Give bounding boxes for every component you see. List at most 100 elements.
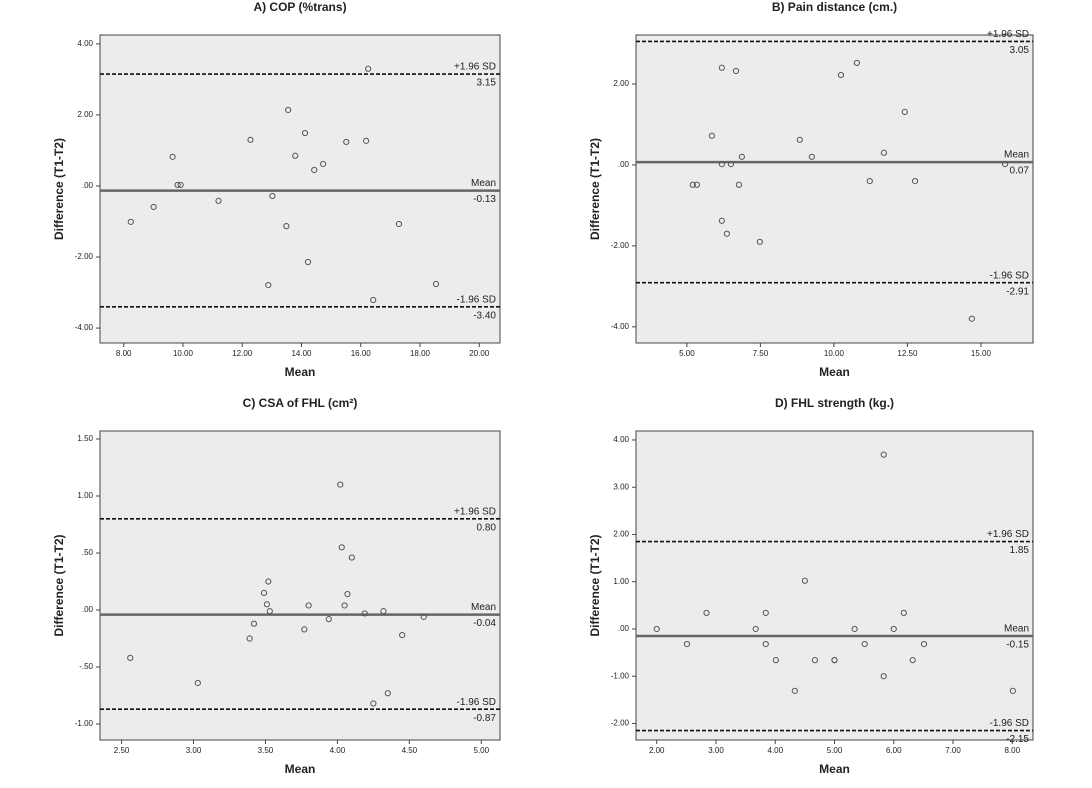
line-value: 0.80 [477,522,497,533]
line-name: Mean [471,178,496,189]
line-name: +1.96 SD [987,29,1029,40]
point [127,654,134,662]
line-value: -3.40 [473,310,496,321]
line-value: -2.91 [1006,286,1029,297]
y-tick-label: 1.50 [77,434,93,443]
x-tick-label: 10.00 [173,349,194,358]
y-tick-label: .00 [618,160,630,169]
point [718,64,725,71]
point [723,230,730,237]
point [683,640,691,648]
line-value: -0.87 [473,713,496,724]
point [265,281,272,289]
plot-area [635,430,1034,741]
y-tick-label: .00 [618,624,630,633]
x-tick-label: 16.00 [351,349,372,358]
point [174,181,181,189]
point [801,577,808,584]
point [653,625,660,633]
line-value: 0.07 [1010,166,1030,177]
y-tick-label: -2.00 [75,252,94,261]
point [689,181,696,188]
point [150,203,157,211]
x-tick-label: 4.00 [330,746,346,755]
y-tick-label: 1.00 [613,577,629,586]
chart-title: D) FHL strength (kg.) [775,396,894,410]
x-tick-label: 18.00 [410,349,431,358]
point [247,136,254,143]
point [265,578,272,585]
x-tick-label: 3.50 [258,746,274,755]
point [880,149,888,156]
y-tick-label: .00 [82,181,94,190]
x-tick-label: 5.00 [679,349,695,358]
x-tick-label: 8.00 [116,349,132,358]
point [301,129,309,137]
point [420,613,427,620]
x-tick-label: 3.00 [186,746,202,755]
point [343,138,350,146]
point [853,59,860,67]
chart-title: A) COP (%trans) [253,0,346,14]
point [338,544,345,551]
x-tick-label: 5.00 [827,746,843,755]
point [269,192,276,200]
x-tick-label: 4.50 [402,746,418,755]
point [311,166,318,174]
x-tick-label: 3.00 [708,746,724,755]
y-tick-label: -4.00 [611,322,630,331]
y-tick-label: -1.00 [75,719,94,728]
point [194,679,201,687]
x-axis-label: Mean [285,762,316,776]
point [756,238,763,245]
point [127,218,134,225]
x-tick-label: 12.50 [897,349,918,358]
x-axis-label: Mean [819,762,850,776]
point [880,451,887,458]
x-tick-label: 15.00 [971,349,992,358]
point [432,280,440,288]
point [301,626,308,633]
x-tick-label: 12.00 [232,349,253,358]
point [361,610,368,617]
point [380,608,387,615]
point [177,181,184,189]
point [1009,687,1016,694]
y-axis-label: Difference (T1-T2) [52,138,66,240]
y-tick-label: 4.00 [613,435,629,444]
point [246,635,253,642]
point [718,217,725,224]
point [738,153,745,160]
point [727,161,735,168]
point [762,609,769,617]
point [909,657,916,664]
y-axis-label: Difference (T1-T2) [52,534,66,636]
point [901,108,908,115]
x-tick-label: 8.00 [1004,746,1020,755]
point [305,602,312,609]
point [880,673,887,680]
point [808,153,815,160]
x-tick-label: 10.00 [824,349,845,358]
x-tick-label: 7.50 [753,349,769,358]
point [851,625,858,633]
point [292,152,299,159]
x-tick-label: 7.00 [945,746,961,755]
line-value: -0.04 [473,618,496,629]
y-tick-label: 2.00 [77,110,93,119]
point [399,631,406,639]
point [263,601,271,608]
y-tick-label: 4.00 [77,39,93,48]
point [348,554,355,561]
line-name: -1.96 SD [457,294,496,305]
point [718,161,725,168]
chart-title: C) CSA of FHL (cm²) [243,396,358,410]
line-name: +1.96 SD [454,506,496,517]
line-value: -0.13 [473,194,496,205]
y-tick-label: -1.00 [611,671,630,680]
x-tick-label: 6.00 [886,746,902,755]
point [1001,161,1009,168]
x-tick-label: 14.00 [291,349,312,358]
plot-area [99,430,501,741]
